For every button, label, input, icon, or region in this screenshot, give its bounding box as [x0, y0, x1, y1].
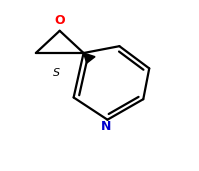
Text: S: S — [53, 68, 60, 78]
Text: N: N — [101, 120, 112, 133]
Polygon shape — [84, 53, 95, 63]
Text: O: O — [54, 14, 65, 27]
